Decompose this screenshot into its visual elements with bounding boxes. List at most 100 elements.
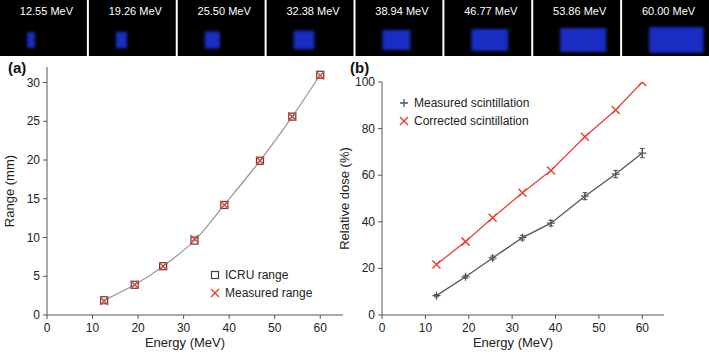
x-tick: [598, 315, 599, 319]
data-point: [612, 170, 620, 178]
legend: ICRU rangeMeasured range: [211, 268, 313, 300]
legend-marker: [400, 117, 408, 125]
data-point: [100, 297, 108, 305]
x-tick: [92, 315, 93, 319]
image-label: 38.94 MeV: [375, 5, 429, 17]
x-tick: [382, 315, 383, 319]
data-point: [489, 254, 497, 262]
beam-image: [383, 30, 411, 50]
image-panel: [89, 0, 176, 56]
image-panel: [356, 0, 443, 56]
x-tick-label: 10: [86, 321, 100, 335]
data-point: [288, 113, 296, 121]
x-tick-label: 30: [177, 321, 191, 335]
data-point: [581, 192, 589, 200]
y-axis: [382, 82, 383, 315]
y-tick-label: 80: [362, 122, 376, 136]
y-tick-label: 5: [33, 269, 40, 283]
x-tick-label: 20: [462, 321, 476, 335]
data-point: [518, 189, 526, 197]
x-axis-label: Energy (MeV): [473, 335, 553, 350]
data-point: [256, 157, 263, 164]
y-tick: [43, 198, 47, 199]
image-label: 25.50 MeV: [198, 5, 252, 17]
data-point: [316, 72, 324, 80]
image-label: 60.00 MeV: [642, 5, 696, 17]
beam-image: [649, 27, 703, 53]
y-tick: [378, 315, 382, 316]
image-label: 12.55 MeV: [20, 5, 74, 17]
data-point: [547, 167, 555, 175]
y-tick-label: 0: [33, 308, 40, 322]
y-tick: [378, 221, 382, 222]
data-point: [612, 106, 620, 114]
x-tick-label: 0: [44, 321, 51, 335]
data-point: [581, 133, 589, 141]
y-axis-label: Range (mm): [2, 155, 17, 227]
image-label: 46.77 MeV: [464, 5, 518, 17]
data-point: [159, 262, 167, 270]
x-tick: [642, 315, 643, 319]
y-tick: [378, 268, 382, 269]
data-point: [220, 201, 228, 209]
data-point: [190, 235, 198, 243]
y-tick: [43, 237, 47, 238]
data-point: [638, 82, 646, 86]
legend-marker: [400, 99, 408, 107]
y-tick-label: 40: [362, 215, 376, 229]
data-point: [160, 263, 167, 270]
data-point: [489, 214, 497, 222]
data-point: [462, 273, 470, 281]
y-tick: [43, 121, 47, 122]
image-panel: [533, 0, 620, 56]
y-tick-label: 100: [355, 75, 375, 89]
series-line: [104, 75, 320, 301]
y-tick-label: 10: [27, 231, 41, 245]
x-tick-label: 0: [379, 321, 386, 335]
y-tick: [43, 276, 47, 277]
y-tick-label: 20: [362, 261, 376, 275]
series-line: [436, 153, 642, 296]
legend-label: Measured range: [225, 286, 313, 300]
data-point: [432, 260, 440, 268]
x-tick: [274, 315, 275, 319]
x-tick: [138, 315, 139, 319]
plot-area: [100, 71, 324, 305]
y-tick: [43, 315, 47, 316]
chart: (a)0102030405060051015202530Energy (MeV)…: [2, 59, 343, 350]
x-tick: [425, 315, 426, 319]
x-tick: [468, 315, 469, 319]
image-strip: 12.55 MeV19.26 MeV25.50 MeV32.38 MeV38.9…: [0, 0, 709, 56]
image-label: 53.86 MeV: [553, 5, 607, 17]
legend-label: Corrected scintillation: [414, 114, 529, 128]
x-tick-label: 60: [636, 321, 650, 335]
figure: 12.55 MeV19.26 MeV25.50 MeV32.38 MeV38.9…: [0, 0, 709, 360]
data-point: [131, 281, 139, 289]
y-axis: [47, 67, 48, 315]
image-panel: [267, 0, 354, 56]
data-point: [638, 149, 646, 157]
x-tick: [320, 315, 321, 319]
x-tick-label: 60: [314, 321, 328, 335]
x-tick: [555, 315, 556, 319]
data-point: [131, 281, 138, 288]
x-axis: [47, 315, 343, 316]
y-tick-label: 60: [362, 168, 376, 182]
image-panel: [622, 0, 709, 56]
data-point: [221, 201, 228, 208]
image-label: 19.26 MeV: [109, 5, 163, 17]
image-panel: [444, 0, 531, 56]
x-axis: [382, 315, 664, 316]
x-tick: [183, 315, 184, 319]
y-tick: [378, 128, 382, 129]
chart: (b)0102030405060020406080100Energy (MeV)…: [337, 59, 664, 350]
beam-image: [471, 29, 508, 51]
y-tick: [378, 175, 382, 176]
beam-image: [205, 31, 220, 48]
x-axis-label: Energy (MeV): [145, 335, 225, 350]
x-tick: [512, 315, 513, 319]
panel-label: (a): [8, 59, 26, 76]
data-point: [518, 234, 526, 242]
y-tick: [378, 82, 382, 83]
y-tick-label: 0: [368, 308, 375, 322]
